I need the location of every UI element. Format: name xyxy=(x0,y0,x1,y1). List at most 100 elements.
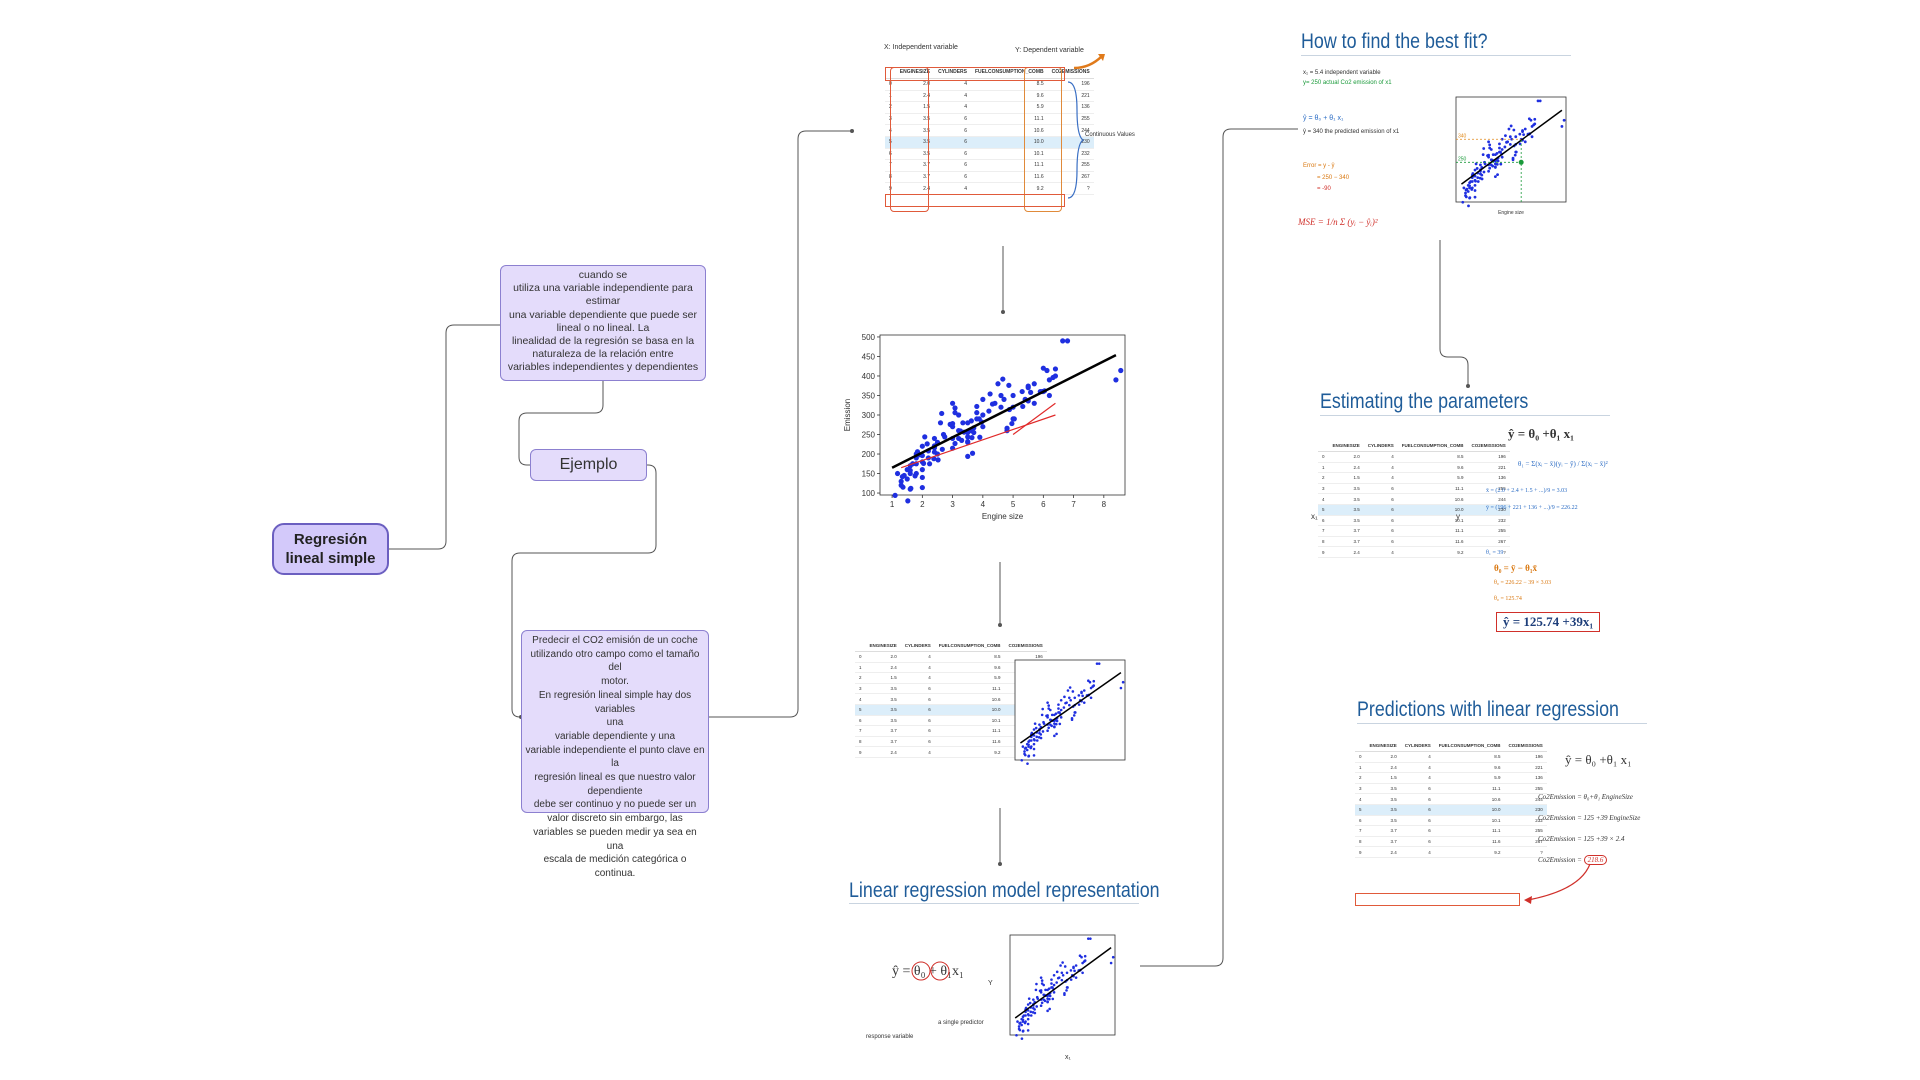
data-point xyxy=(1499,162,1503,166)
data-point xyxy=(1040,713,1044,717)
data-point xyxy=(1478,176,1482,180)
data-point xyxy=(1022,1014,1026,1017)
data-point xyxy=(1068,696,1071,700)
data-point xyxy=(1487,153,1490,157)
data-point xyxy=(1060,971,1064,975)
definition-node[interactable]: cuando se utiliza una variable independi… xyxy=(500,265,706,381)
table-cell: 4 xyxy=(1363,462,1398,474)
table-cell: 3.5 xyxy=(1365,804,1401,816)
x-tick-label: 1 xyxy=(890,500,895,509)
table-cell: 4 xyxy=(900,746,935,758)
y-caption: Y: Dependent variable xyxy=(1015,47,1084,54)
data-point xyxy=(980,424,986,430)
data-point xyxy=(1523,140,1527,144)
data-point xyxy=(1538,99,1542,103)
table-cell: 8 xyxy=(855,736,866,748)
table-cell: 1 xyxy=(1355,762,1366,774)
linear-model-heading: Linear regression model representation xyxy=(849,879,1160,902)
x-tick-label: 8 xyxy=(1102,500,1107,509)
data-point xyxy=(986,408,992,414)
data-point xyxy=(1055,732,1058,736)
data-point xyxy=(1023,1021,1027,1025)
data-point xyxy=(1488,146,1492,150)
data-point xyxy=(969,450,976,456)
data-point xyxy=(1487,169,1490,173)
data-point xyxy=(952,440,958,447)
data-point xyxy=(1021,1029,1025,1033)
data-point xyxy=(1050,982,1053,985)
data-point xyxy=(924,441,930,447)
table-cell: 2.0 xyxy=(1328,451,1364,463)
table-cell: 3.5 xyxy=(865,704,901,716)
column-header: CO2EMISSIONS xyxy=(1504,740,1547,752)
table-cell: 3.7 xyxy=(895,159,935,172)
table-cell: 2.4 xyxy=(895,182,935,195)
data-point xyxy=(1505,140,1508,144)
prediction-node[interactable]: Predecir el CO2 emisión de un coche util… xyxy=(521,630,709,879)
data-point xyxy=(1054,712,1058,715)
data-point xyxy=(1028,739,1031,742)
table-cell: 10.6 xyxy=(970,124,1048,137)
data-point xyxy=(974,410,980,416)
red-annotation-line xyxy=(900,414,1056,469)
table-cell: ? xyxy=(1047,182,1094,195)
table-cell: 2.4 xyxy=(1365,762,1401,774)
data-point xyxy=(1025,383,1031,389)
data-point xyxy=(1027,1013,1030,1017)
data-point xyxy=(1073,969,1076,973)
data-point xyxy=(956,435,962,442)
data-point xyxy=(1521,129,1524,132)
data-point xyxy=(1027,745,1030,748)
data-point xyxy=(1493,165,1497,169)
table-cell: 10.0 xyxy=(1397,504,1468,516)
table-cell: 5.9 xyxy=(934,672,1005,684)
column-header: ENGINESIZE xyxy=(1328,440,1364,452)
table-header-row: ENGINESIZE CYLINDERS FUELCONSUMPTION_COMB C… xyxy=(1355,740,1547,752)
table-cell: 11.1 xyxy=(1434,825,1505,837)
data-point xyxy=(1020,1023,1023,1027)
data-point xyxy=(1504,134,1507,138)
data-point xyxy=(1471,172,1475,175)
root-node-regresion[interactable]: Regresión lineal simple xyxy=(272,523,389,575)
data-point xyxy=(1052,983,1056,987)
data-point xyxy=(1006,382,1012,388)
ybar-calc: ȳ = (196 + 221 + 136 + ...)/9 = 226.22 xyxy=(1486,505,1578,511)
data-point xyxy=(1474,162,1478,166)
data-point xyxy=(1082,960,1086,963)
y-axis-label: Emission xyxy=(843,399,852,431)
data-point xyxy=(1054,722,1058,726)
regression-line xyxy=(1460,109,1563,185)
table-cell: 4 xyxy=(1363,472,1398,484)
data-point xyxy=(1039,733,1043,736)
data-point xyxy=(1052,973,1056,977)
data-point xyxy=(1032,728,1036,731)
heading-underline xyxy=(1301,55,1571,56)
x-axis-label: Engine size xyxy=(1498,210,1524,216)
data-point xyxy=(969,435,975,441)
data-point xyxy=(1042,722,1046,725)
data-point xyxy=(937,420,944,426)
data-point xyxy=(1031,1011,1035,1014)
data-point xyxy=(1040,979,1044,982)
table-cell: 244 xyxy=(1504,793,1547,805)
example-node[interactable]: Ejemplo xyxy=(530,449,647,481)
table-cell: 10.1 xyxy=(934,715,1005,727)
linear-model-card: ŷ = θ₀ + θ₁x₁ response variable a single… xyxy=(860,930,1140,1070)
data-point xyxy=(1491,153,1495,157)
dataset-table-card: X: Independent variable Y: Dependent var… xyxy=(875,42,1155,212)
data-point xyxy=(1072,714,1076,717)
table-cell: 1 xyxy=(855,662,866,674)
pred-step4-prefix: Co2Emission = xyxy=(1538,856,1582,864)
data-point xyxy=(1488,143,1492,147)
response-label: response variable xyxy=(866,1034,914,1040)
data-point xyxy=(898,478,904,484)
data-point xyxy=(1500,155,1504,159)
data-point xyxy=(980,412,986,418)
table-cell: 3 xyxy=(1355,783,1366,795)
data-point xyxy=(1047,707,1050,710)
table-cell: 3.7 xyxy=(1365,825,1401,837)
